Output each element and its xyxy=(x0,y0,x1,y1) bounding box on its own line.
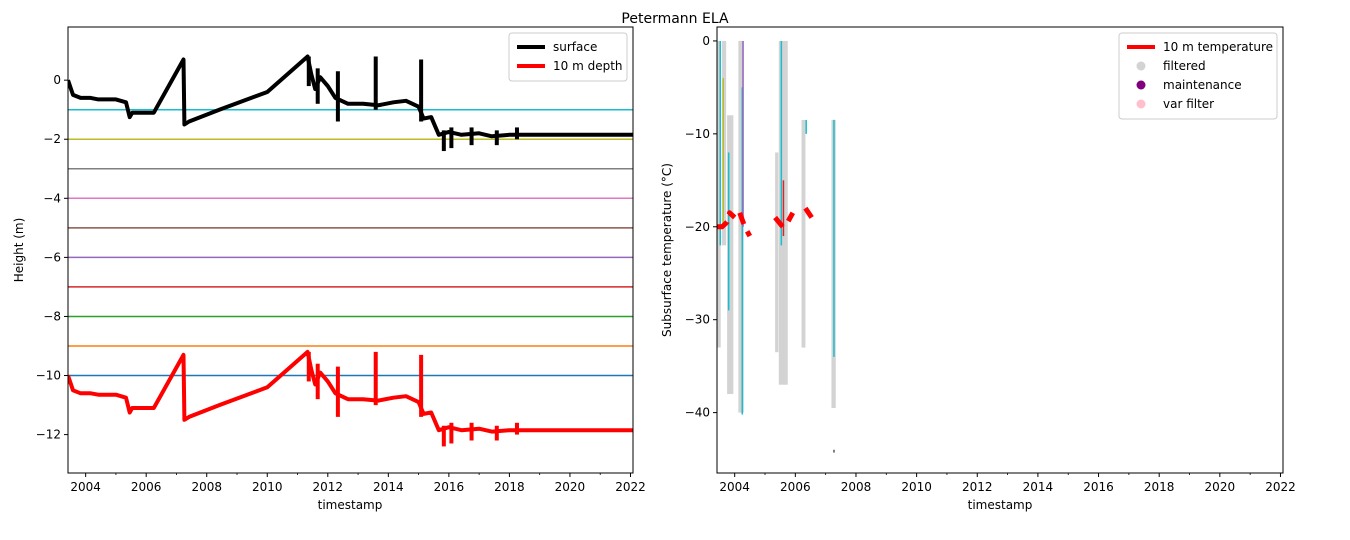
left-x-tick-label: 2016 xyxy=(434,480,465,494)
left-x-tick-label: 2020 xyxy=(555,480,586,494)
right-y-axis-label: Subsurface temperature (°C) xyxy=(660,163,674,337)
series-line-10m-temperature xyxy=(717,210,737,230)
left-x-tick-label: 2012 xyxy=(313,480,344,494)
right-legend-swatch xyxy=(1136,80,1146,90)
right-x-tick-label: 2012 xyxy=(962,480,993,494)
left-x-tick-label: 2014 xyxy=(373,480,404,494)
right-legend-label: filtered xyxy=(1163,59,1206,73)
left-legend-label: 10 m depth xyxy=(553,59,623,73)
left-y-tick-label: −4 xyxy=(43,191,61,205)
right-legend-swatch xyxy=(1136,99,1146,109)
filtered-points-band xyxy=(717,40,721,348)
right-legend-label: var filter xyxy=(1163,97,1214,111)
left-x-tick-label: 2008 xyxy=(191,480,222,494)
right-x-tick-label: 2020 xyxy=(1205,480,1236,494)
filtered-points-band xyxy=(722,40,727,246)
right-y-tick-label: −10 xyxy=(685,127,710,141)
right-y-tick-label: −40 xyxy=(685,406,710,420)
left-y-tick-label: −6 xyxy=(43,250,61,264)
series-line-10m-temperature xyxy=(737,211,753,238)
left-chart: 2004 2006 2008 2010 2012 2014 2016 2018 2020 2022… xyxy=(12,26,646,512)
right-x-axis-label: timestamp xyxy=(968,498,1033,512)
left-y-tick-label: −10 xyxy=(36,369,61,383)
right-x-tick-label: 2022 xyxy=(1265,480,1296,494)
left-axes-frame xyxy=(67,26,634,474)
right-x-tick-label: 2008 xyxy=(841,480,872,494)
left-y-tick-label: −8 xyxy=(43,309,61,323)
left-y-tick-label: 0 xyxy=(53,73,61,87)
series-line-10m-temperature xyxy=(803,206,814,219)
filtered-points-band xyxy=(801,119,806,348)
series-line-10m-temperature xyxy=(773,211,795,230)
right-x-tick-label: 2010 xyxy=(901,480,932,494)
left-x-tick-label: 2010 xyxy=(252,480,283,494)
left-y-tick-label: −12 xyxy=(36,428,61,442)
right-x-tick-label: 2014 xyxy=(1023,480,1054,494)
right-y-tick-label: 0 xyxy=(702,34,710,48)
filtered-points-band xyxy=(775,152,779,353)
left-x-tick-label: 2004 xyxy=(70,480,101,494)
right-x-tick-label: 2018 xyxy=(1144,480,1175,494)
right-y-tick-label: −30 xyxy=(685,313,710,327)
right-y-tick-label: −20 xyxy=(685,220,710,234)
left-x-tick-label: 2018 xyxy=(494,480,525,494)
right-legend: 10 m temperature filtered maintenance var f… xyxy=(1118,32,1278,120)
right-legend-label: maintenance xyxy=(1163,78,1242,92)
right-legend-swatch xyxy=(1136,61,1146,71)
left-y-tick-label: −2 xyxy=(43,132,61,146)
left-legend: surface 10 m depth xyxy=(508,32,628,82)
left-axes: 2004 2006 2008 2010 2012 2014 2016 2018 2020 2022… xyxy=(36,73,646,494)
filtered-points-band xyxy=(738,40,744,413)
right-chart: 2004 2006 2008 2010 2012 2014 2016 2018 2020 2022… xyxy=(660,26,1296,512)
right-axes-frame xyxy=(716,26,1284,474)
series-line-10m-depth xyxy=(68,349,633,434)
right-legend-label: 10 m temperature xyxy=(1163,40,1273,54)
right-x-tick-label: 2004 xyxy=(719,480,750,494)
series-line-surface xyxy=(68,54,633,139)
filtered-points-band xyxy=(727,115,734,395)
figure-title: Petermann ELA xyxy=(621,11,729,27)
right-axes: 2004 2006 2008 2010 2012 2014 2016 2018 2020 2022… xyxy=(685,34,1296,494)
right-plot-area xyxy=(717,40,836,453)
left-x-axis-label: timestamp xyxy=(318,498,383,512)
left-plot-area xyxy=(68,54,633,447)
right-x-tick-label: 2006 xyxy=(780,480,811,494)
right-x-tick-label: 2016 xyxy=(1083,480,1114,494)
left-x-tick-label: 2006 xyxy=(131,480,162,494)
right-legend-frame xyxy=(1118,32,1278,120)
left-y-axis-label: Height (m) xyxy=(12,218,26,283)
left-x-tick-label: 2022 xyxy=(615,480,646,494)
left-legend-label: surface xyxy=(553,40,597,54)
